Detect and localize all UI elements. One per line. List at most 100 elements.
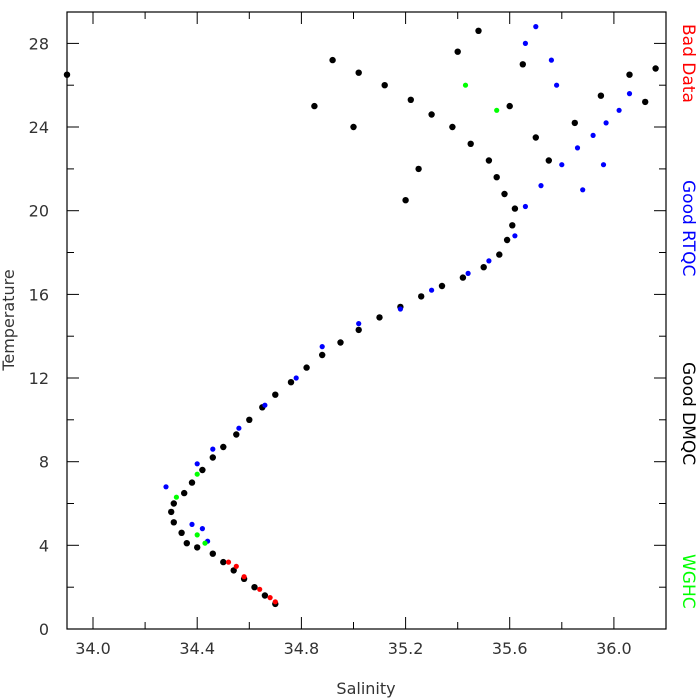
- data-point: [512, 233, 518, 239]
- data-point: [438, 282, 446, 290]
- legend: Bad Data Good RTQC Good DMQC WGHC: [678, 24, 698, 609]
- data-point: [220, 558, 227, 566]
- data-point: [233, 563, 239, 569]
- data-point: [429, 287, 435, 293]
- data-point: [267, 595, 273, 601]
- y-tick-label: 8: [39, 453, 49, 472]
- data-point: [329, 56, 336, 64]
- data-point: [449, 123, 456, 131]
- data-point: [170, 519, 177, 526]
- data-point: [652, 65, 659, 72]
- data-point: [293, 375, 299, 381]
- data-point: [319, 351, 326, 359]
- data-point: [173, 494, 179, 500]
- data-point: [493, 174, 500, 181]
- data-point: [418, 293, 425, 300]
- data-point: [163, 484, 169, 490]
- legend-label-good-dmqc: Good DMQC: [678, 362, 698, 465]
- data-point: [225, 559, 232, 565]
- series-bad-data: [225, 559, 278, 605]
- data-point: [202, 540, 208, 546]
- data-point: [199, 466, 206, 474]
- data-point: [475, 27, 482, 34]
- data-point: [509, 222, 516, 229]
- data-point: [397, 306, 403, 312]
- data-point: [194, 461, 200, 467]
- data-point: [194, 471, 200, 477]
- data-point: [503, 236, 511, 244]
- data-point: [262, 402, 268, 408]
- data-point: [209, 454, 216, 461]
- data-point: [236, 425, 242, 431]
- y-tick-label: 28: [29, 34, 49, 53]
- axis-ticks: [67, 12, 667, 630]
- data-point: [181, 489, 188, 497]
- legend-label-wghc: WGHC: [678, 554, 698, 609]
- y-tick-label: 20: [29, 202, 49, 221]
- data-point: [170, 500, 177, 507]
- data-point: [246, 416, 253, 423]
- data-point: [241, 574, 247, 580]
- data-point: [538, 183, 544, 189]
- data-point: [376, 314, 383, 321]
- x-tick-label: 34.0: [75, 639, 111, 658]
- data-point: [590, 132, 596, 138]
- x-tick-label: 35.2: [388, 639, 424, 658]
- data-point: [559, 162, 565, 168]
- data-point: [597, 92, 605, 99]
- data-point: [337, 339, 344, 346]
- data-point: [209, 550, 216, 557]
- data-point: [616, 107, 622, 113]
- data-point: [506, 102, 513, 110]
- data-point: [485, 157, 493, 164]
- data-point: [168, 508, 175, 516]
- data-point: [194, 544, 201, 551]
- data-point: [548, 57, 555, 63]
- y-tick-label: 16: [29, 285, 49, 304]
- data-point: [178, 529, 185, 536]
- data-point: [467, 140, 474, 147]
- data-point: [189, 521, 195, 528]
- y-axis-title: Temperature: [0, 269, 18, 371]
- data-point: [580, 187, 586, 193]
- data-point: [533, 24, 539, 30]
- data-point: [642, 98, 649, 106]
- data-point: [626, 91, 633, 97]
- data-point: [545, 157, 552, 164]
- data-point: [574, 145, 581, 151]
- data-point: [603, 120, 609, 126]
- y-tick-label: 12: [29, 369, 49, 388]
- data-point: [626, 71, 633, 78]
- data-point: [462, 82, 469, 88]
- data-point: [459, 274, 467, 281]
- data-point: [415, 165, 422, 173]
- data-point: [272, 599, 278, 605]
- data-point: [319, 344, 325, 350]
- data-point: [233, 431, 240, 438]
- x-axis-title: Salinity: [336, 679, 395, 698]
- y-tick-labels: 0 4 8 12 16 20 24 28: [29, 34, 49, 639]
- data-point: [600, 162, 607, 168]
- data-point: [486, 258, 492, 264]
- data-point: [220, 443, 227, 451]
- data-point: [407, 96, 414, 104]
- data-point: [454, 48, 461, 55]
- data-point: [501, 190, 508, 198]
- chart-marks: [63, 24, 659, 608]
- data-point: [494, 107, 500, 113]
- data-point: [519, 61, 526, 68]
- y-tick-label: 0: [39, 620, 49, 639]
- data-point: [511, 205, 519, 212]
- x-tick-label: 36.0: [596, 639, 632, 658]
- data-point: [355, 69, 362, 76]
- data-point: [350, 123, 357, 131]
- data-point: [272, 391, 279, 398]
- data-point: [532, 134, 539, 141]
- data-point: [355, 326, 362, 334]
- y-tick-label: 24: [29, 118, 49, 137]
- data-point: [303, 364, 310, 371]
- data-point: [428, 111, 435, 118]
- legend-label-bad-data: Bad Data: [678, 24, 698, 103]
- data-point: [210, 446, 216, 452]
